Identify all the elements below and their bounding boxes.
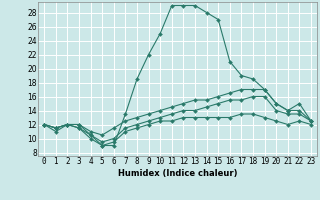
X-axis label: Humidex (Indice chaleur): Humidex (Indice chaleur) (118, 169, 237, 178)
